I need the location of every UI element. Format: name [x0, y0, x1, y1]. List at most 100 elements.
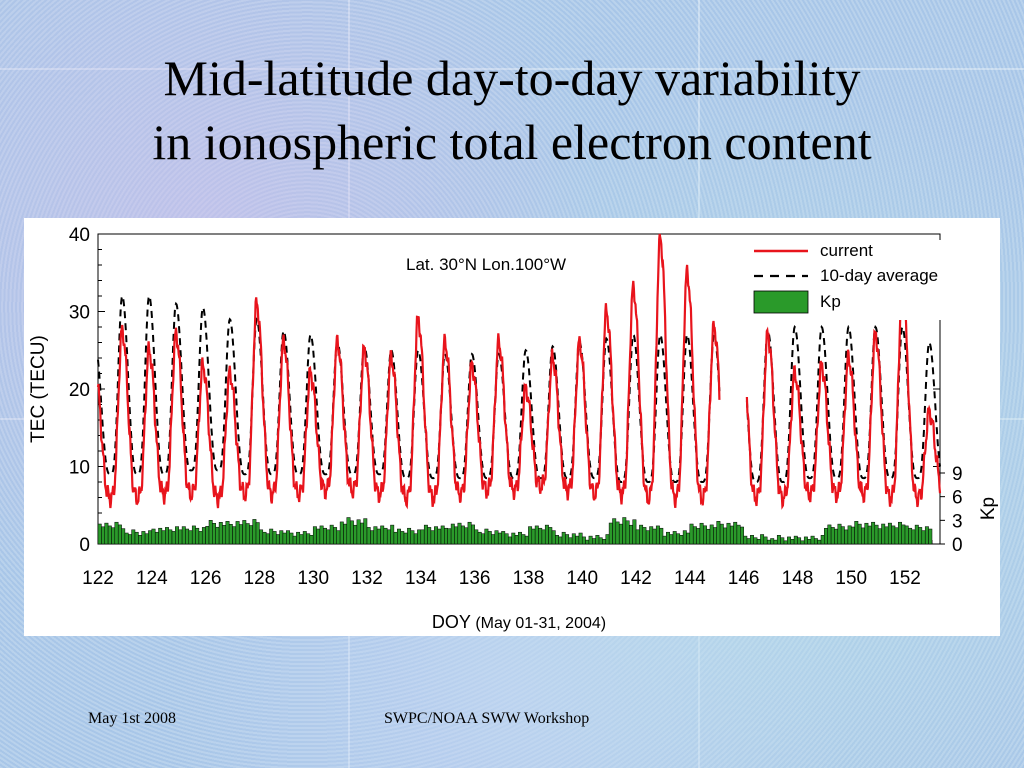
kp-bar [208, 520, 213, 545]
kp-bar [857, 523, 862, 545]
footer-date: May 1st 2008 [88, 710, 176, 727]
kp-bar [548, 527, 553, 545]
x-tick-label: 146 [728, 568, 760, 589]
kp-bar [249, 525, 253, 545]
kp-bar [881, 523, 886, 545]
kp-bar [904, 525, 909, 545]
kp-tick-label: 6 [952, 488, 963, 509]
kp-bar [625, 520, 630, 545]
kp-bar [282, 532, 287, 545]
kp-bar [323, 527, 327, 545]
legend-average-label: 10-day average [820, 266, 938, 285]
kp-bar [403, 532, 408, 545]
kp-bar [420, 529, 425, 545]
kp-bar [306, 533, 311, 545]
kp-bar [780, 537, 785, 545]
kp-bar [484, 528, 489, 545]
kp-bar [407, 527, 412, 545]
kp-bar [793, 535, 798, 545]
kp-bar [201, 527, 206, 545]
kp-bar [790, 539, 795, 545]
kp-bar [763, 536, 768, 545]
kp-bar [467, 521, 472, 545]
kp-bar [265, 533, 270, 545]
location-annotation: Lat. 30°N Lon.100°W [406, 255, 566, 274]
legend-kp-swatch [753, 290, 809, 314]
kp-bar [434, 526, 438, 545]
kp-bar [783, 540, 788, 545]
x-tick-label: 152 [889, 568, 921, 589]
kp-bar [124, 532, 129, 545]
kp-bar [171, 531, 176, 545]
kp-bar [642, 527, 647, 545]
kp-bar [898, 521, 902, 545]
kp-bar [376, 528, 381, 545]
kp-bar [726, 522, 731, 545]
kp-bar [269, 528, 274, 545]
kp-bar [770, 538, 775, 545]
kp-bar [575, 535, 580, 545]
kp-bar [360, 522, 364, 545]
kp-bar [339, 521, 344, 545]
kp-bar [225, 521, 230, 545]
kp-bar [746, 538, 751, 545]
kp-bar [659, 527, 664, 545]
kp-bar [144, 533, 149, 545]
kp-bar [565, 534, 570, 545]
kp-bar [235, 521, 240, 545]
kp-bar [477, 531, 482, 545]
y-tick-label: 10 [69, 458, 90, 479]
x-tick-label: 124 [136, 568, 168, 589]
kp-bar [864, 522, 869, 545]
kp-bar [850, 526, 855, 545]
kp-bar [612, 518, 617, 545]
kp-bar [460, 525, 465, 545]
kp-bar [820, 535, 825, 545]
y-tick-label: 20 [69, 380, 90, 401]
kp-bar [692, 526, 697, 545]
kp-bar [165, 527, 169, 545]
kp-bar [555, 535, 559, 545]
kp-bar [134, 531, 139, 545]
kp-bar [622, 517, 627, 545]
x-tick-label: 144 [674, 568, 706, 589]
kp-bar [232, 526, 237, 545]
kp-bar [743, 535, 748, 545]
kp-bar [662, 535, 667, 545]
y-tick-label: 30 [69, 303, 90, 324]
kp-bar [558, 536, 563, 545]
kp-bar [867, 525, 872, 545]
x-tick-label: 128 [244, 568, 276, 589]
kp-tick-label: 0 [952, 535, 963, 556]
kp-bar [578, 532, 583, 545]
kp-bar [242, 520, 247, 545]
series-lines [96, 233, 942, 510]
kp-bar [440, 525, 445, 545]
kp-bar [921, 530, 926, 545]
tec-chart-panel: 0 10 20 30 40 122 124 126 128 130 132 134 136 138 140 1… [24, 218, 1000, 636]
kp-bar [813, 538, 818, 545]
x-tick-label: 150 [835, 568, 867, 589]
kp-bar [605, 534, 610, 545]
kp-bar [874, 524, 879, 545]
kp-bar [709, 524, 714, 545]
kp-bar [370, 530, 375, 545]
x-tick-label: 142 [620, 568, 652, 589]
kp-bar [551, 530, 556, 545]
kp-bar [107, 525, 112, 545]
kp-bar [501, 531, 506, 545]
kp-bar [447, 528, 452, 545]
kp-bar [901, 524, 906, 545]
kp-bar [450, 523, 455, 545]
kp-bar [178, 529, 183, 545]
kp-bar [649, 526, 654, 545]
x-tick-label: 134 [405, 568, 437, 589]
title-line-1: Mid-latitude day-to-day variability [163, 50, 861, 106]
kp-bar [148, 530, 153, 545]
kp-bar [228, 524, 233, 545]
x-tick-label: 136 [459, 568, 491, 589]
kp-bar [353, 524, 358, 545]
kp-bar [803, 536, 808, 545]
kp-bar [703, 525, 707, 545]
